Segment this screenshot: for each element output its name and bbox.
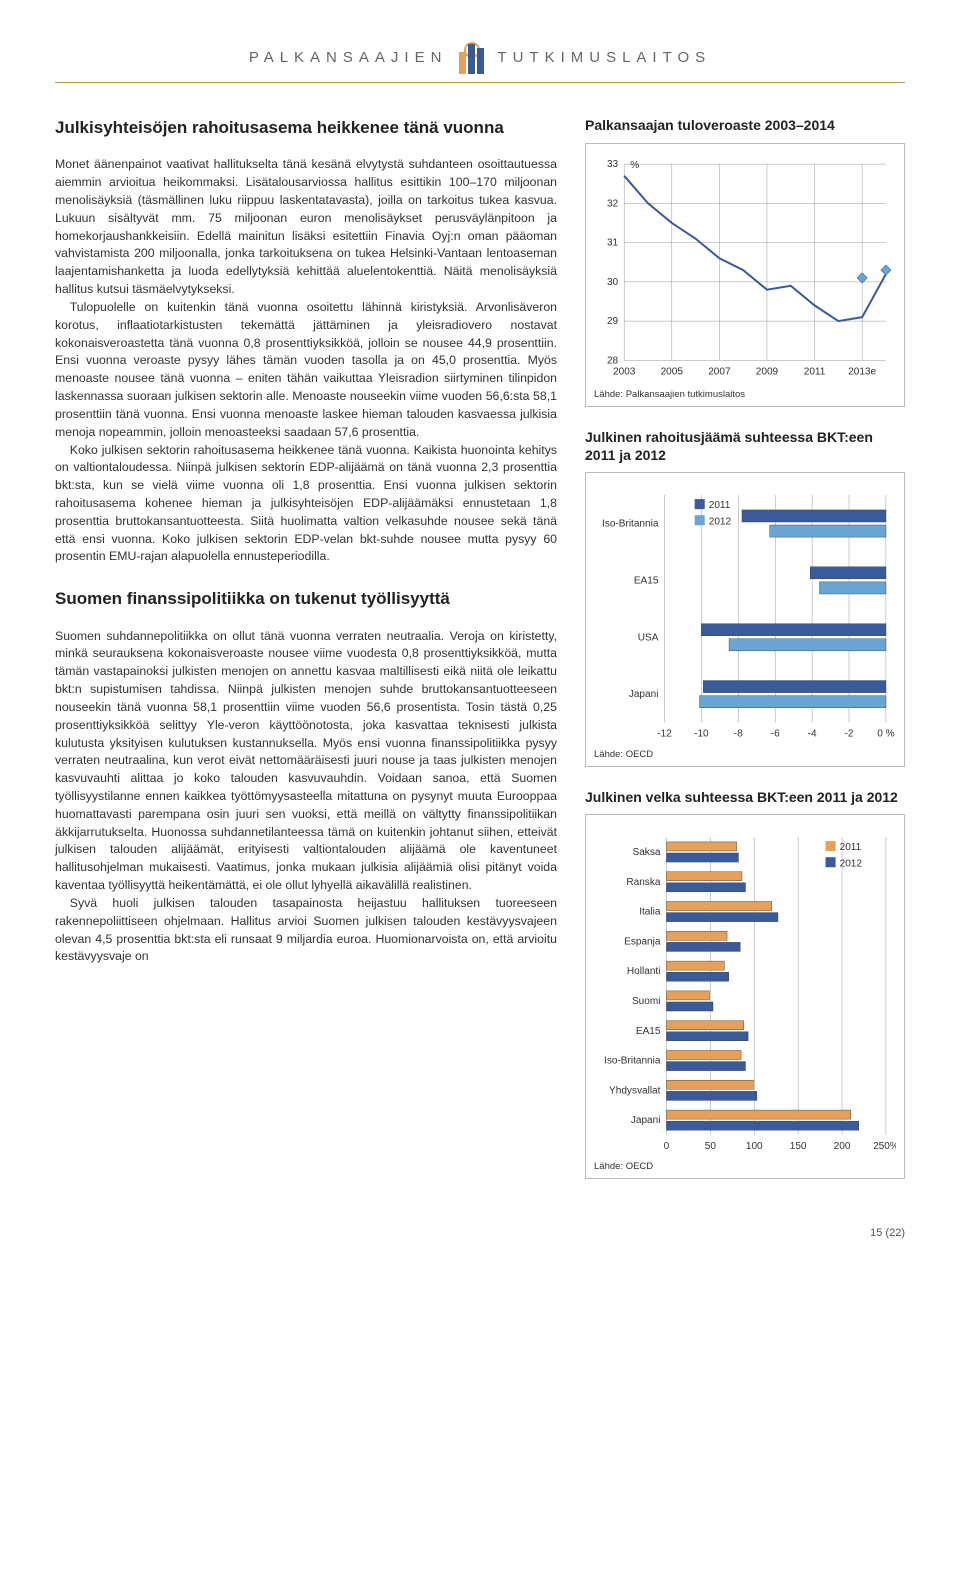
body-text-1: Monet äänenpainot vaativat hallitukselta… xyxy=(55,156,557,566)
svg-text:-6: -6 xyxy=(771,729,780,740)
chart1-box: 28 29 30 31 32 33 2003 2005 2007 2009 2011 2013e% L… xyxy=(585,143,905,408)
svg-text:-10: -10 xyxy=(694,729,709,740)
svg-text:31: 31 xyxy=(607,237,619,248)
svg-text:2011: 2011 xyxy=(840,842,862,853)
chart2-box: -12 -10 -8 -6 -4 -2 0 % 2011 2012 Iso-Britannia EA… xyxy=(585,472,905,767)
svg-text:32: 32 xyxy=(607,198,619,209)
svg-text:33: 33 xyxy=(607,159,619,170)
chart1-svg: 28 29 30 31 32 33 2003 2005 2007 2009 2011 2013e% xyxy=(594,154,896,386)
chart2-source: Lähde: OECD xyxy=(594,749,896,760)
svg-text:2007: 2007 xyxy=(708,366,731,377)
svg-text:28: 28 xyxy=(607,355,619,366)
left-column: Julkisyhteisöjen rahoitusasema heikkenee… xyxy=(55,117,557,1201)
svg-text:2013e: 2013e xyxy=(848,366,876,377)
svg-text:-4: -4 xyxy=(808,729,817,740)
svg-text:Iso-Britannia: Iso-Britannia xyxy=(602,519,659,530)
svg-text:Hollanti: Hollanti xyxy=(627,966,661,977)
para: Monet äänenpainot vaativat hallitukselta… xyxy=(55,156,557,299)
page-number: 15 (22) xyxy=(55,1227,905,1239)
svg-text:250%: 250% xyxy=(873,1141,896,1152)
svg-text:-12: -12 xyxy=(657,729,672,740)
header-right: TUTKIMUSLAITOS xyxy=(497,49,711,66)
svg-text:Iso-Britannia: Iso-Britannia xyxy=(604,1056,661,1067)
chart3-title: Julkinen velka suhteessa BKT:een 2011 ja… xyxy=(585,789,905,807)
page: PALKANSAAJIEN TUTKIMUSLAITOS Julkisyhtei… xyxy=(0,0,960,1259)
svg-text:Espanja: Espanja xyxy=(624,937,661,948)
svg-text:150: 150 xyxy=(790,1141,807,1152)
svg-text:-8: -8 xyxy=(734,729,743,740)
right-column: Palkansaajan tuloveroaste 2003–2014 28 29… xyxy=(585,117,905,1201)
para: Syvä huoli julkisen talouden tasapainost… xyxy=(55,895,557,966)
section-title-1: Julkisyhteisöjen rahoitusasema heikkenee… xyxy=(55,117,557,138)
svg-text:100: 100 xyxy=(746,1141,763,1152)
para: Suomen suhdannepolitiikka on ollut tänä … xyxy=(55,628,557,895)
chart3-area: 0 50 100 150 200 250% 2011 2012 Saksa Ranska Itali… xyxy=(594,825,896,1157)
svg-text:%: % xyxy=(630,160,639,171)
svg-text:2011: 2011 xyxy=(709,500,731,511)
svg-text:200: 200 xyxy=(834,1141,851,1152)
content-columns: Julkisyhteisöjen rahoitusasema heikkenee… xyxy=(55,117,905,1201)
body-text-2: Suomen suhdannepolitiikka on ollut tänä … xyxy=(55,628,557,967)
svg-text:EA15: EA15 xyxy=(636,1026,661,1037)
chart2-svg: -12 -10 -8 -6 -4 -2 0 % 2011 2012 Iso-Britannia EA… xyxy=(594,483,896,745)
chart3-svg: 0 50 100 150 200 250% 2011 2012 Saksa Ranska Itali… xyxy=(594,825,896,1157)
chart1-source: Lähde: Palkansaajien tutkimuslaitos xyxy=(594,389,896,400)
svg-text:Japani: Japani xyxy=(631,1115,661,1126)
svg-text:2012: 2012 xyxy=(840,859,863,870)
chart2-title: Julkinen rahoitusjäämä suhteessa BKT:een… xyxy=(585,429,905,464)
svg-text:29: 29 xyxy=(607,316,619,327)
svg-text:Italia: Italia xyxy=(639,907,661,918)
svg-text:2012: 2012 xyxy=(709,516,732,527)
svg-text:EA15: EA15 xyxy=(634,575,659,586)
svg-text:30: 30 xyxy=(607,276,619,287)
page-header: PALKANSAAJIEN TUTKIMUSLAITOS xyxy=(55,40,905,83)
svg-text:Ranska: Ranska xyxy=(626,877,660,888)
svg-text:2009: 2009 xyxy=(756,366,779,377)
svg-text:Yhdysvallat: Yhdysvallat xyxy=(609,1086,661,1097)
svg-text:USA: USA xyxy=(638,632,659,643)
chart3-source: Lähde: OECD xyxy=(594,1161,896,1172)
svg-text:0: 0 xyxy=(664,1141,670,1152)
chart3-box: 0 50 100 150 200 250% 2011 2012 Saksa Ranska Itali… xyxy=(585,814,905,1179)
svg-text:50: 50 xyxy=(705,1141,717,1152)
para: Tulopuolelle on kuitenkin tänä vuonna os… xyxy=(55,299,557,442)
svg-text:Suomi: Suomi xyxy=(632,996,660,1007)
svg-text:Saksa: Saksa xyxy=(633,847,661,858)
chart1-area: 28 29 30 31 32 33 2003 2005 2007 2009 2011 2013e% xyxy=(594,154,896,386)
para: Koko julkisen sektorin rahoitusasema hei… xyxy=(55,442,557,567)
section-title-2: Suomen finanssipolitiikka on tukenut työ… xyxy=(55,588,557,609)
svg-text:0 %: 0 % xyxy=(877,729,894,740)
chart2-area: -12 -10 -8 -6 -4 -2 0 % 2011 2012 Iso-Britannia EA… xyxy=(594,483,896,745)
chart1-title: Palkansaajan tuloveroaste 2003–2014 xyxy=(585,117,905,135)
header-left: PALKANSAAJIEN xyxy=(249,49,448,66)
logo-icon xyxy=(459,40,485,74)
svg-text:2003: 2003 xyxy=(613,366,636,377)
svg-text:2005: 2005 xyxy=(661,366,684,377)
svg-text:2011: 2011 xyxy=(804,366,826,377)
svg-text:Japani: Japani xyxy=(629,689,659,700)
svg-text:-2: -2 xyxy=(845,729,854,740)
